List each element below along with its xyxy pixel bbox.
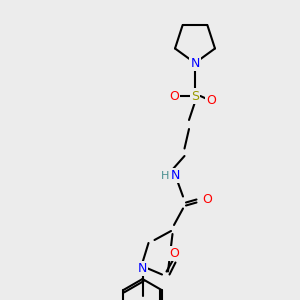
Text: O: O xyxy=(202,193,212,206)
Text: H: H xyxy=(161,170,169,181)
Text: S: S xyxy=(191,89,199,103)
Text: O: O xyxy=(169,89,179,103)
Text: O: O xyxy=(169,247,179,260)
Text: O: O xyxy=(207,94,216,107)
Text: N: N xyxy=(138,262,147,275)
Text: N: N xyxy=(171,169,180,182)
Text: N: N xyxy=(190,56,200,70)
